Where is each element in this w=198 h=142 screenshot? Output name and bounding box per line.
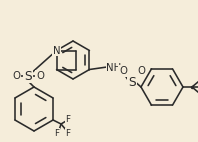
Text: O: O <box>137 66 145 76</box>
Text: F: F <box>66 129 70 137</box>
Text: S: S <box>24 69 32 83</box>
Text: S: S <box>128 76 136 88</box>
Text: O: O <box>119 66 127 76</box>
Text: NH: NH <box>106 63 122 73</box>
Text: N: N <box>53 45 60 56</box>
Text: O: O <box>36 71 44 81</box>
Text: F: F <box>55 129 60 137</box>
Text: F: F <box>66 114 70 124</box>
Text: O: O <box>12 71 20 81</box>
